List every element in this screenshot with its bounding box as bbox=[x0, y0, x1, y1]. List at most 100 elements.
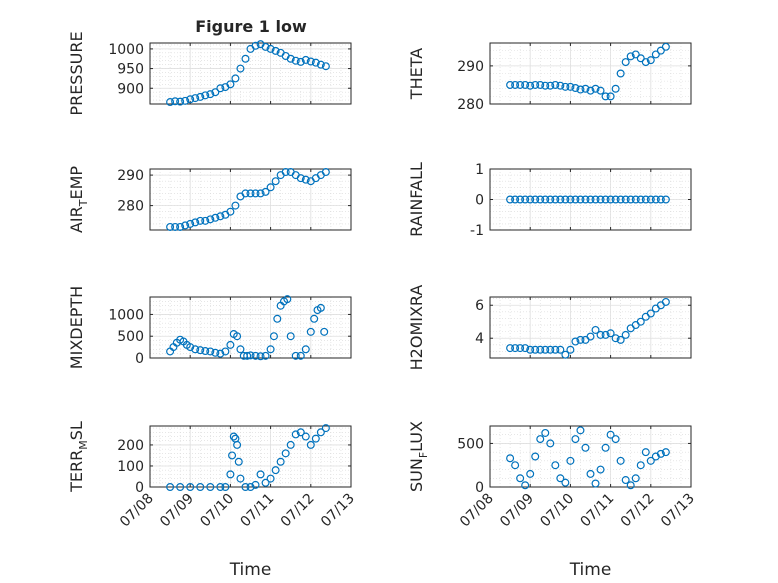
data-point bbox=[241, 54, 250, 63]
data-point bbox=[181, 221, 190, 230]
data-point bbox=[256, 352, 265, 361]
data-point bbox=[596, 465, 605, 474]
data-point bbox=[566, 456, 575, 465]
data-point bbox=[196, 92, 205, 101]
data-point bbox=[201, 216, 210, 225]
data-point bbox=[266, 44, 275, 53]
data-point bbox=[234, 457, 243, 466]
x-axis-label: Time bbox=[229, 560, 272, 580]
data-series bbox=[166, 295, 329, 361]
data-point bbox=[571, 195, 580, 204]
data-point bbox=[601, 330, 610, 339]
data-point bbox=[546, 195, 555, 204]
data-point bbox=[596, 86, 605, 95]
axes-box bbox=[489, 42, 692, 105]
data-point bbox=[320, 327, 329, 336]
data-point bbox=[636, 317, 645, 326]
subplot-4: -1 0 1 RAINFALL bbox=[407, 162, 692, 239]
data-point bbox=[243, 351, 252, 360]
data-point bbox=[296, 428, 305, 437]
data-point bbox=[311, 434, 320, 443]
data-point bbox=[536, 345, 545, 354]
data-point bbox=[516, 80, 525, 89]
data-point bbox=[531, 452, 540, 461]
data-point bbox=[296, 351, 305, 360]
data-point bbox=[551, 461, 560, 470]
data-series bbox=[506, 42, 670, 101]
data-point bbox=[641, 58, 650, 67]
data-point bbox=[536, 435, 545, 444]
data-point bbox=[586, 195, 595, 204]
data-point bbox=[226, 80, 235, 89]
data-point bbox=[561, 350, 570, 359]
data-point bbox=[206, 347, 215, 356]
data-point bbox=[616, 69, 625, 78]
data-point bbox=[556, 474, 565, 483]
data-point bbox=[516, 195, 525, 204]
data-point bbox=[506, 195, 515, 204]
axes-box bbox=[149, 425, 352, 488]
x-tick-label: 07/11 bbox=[238, 491, 278, 531]
data-point bbox=[511, 80, 520, 89]
data-point bbox=[221, 347, 230, 356]
data-point bbox=[306, 327, 315, 336]
data-point bbox=[286, 440, 295, 449]
data-point bbox=[556, 195, 565, 204]
data-point bbox=[626, 481, 635, 490]
data-point bbox=[621, 58, 630, 67]
data-point bbox=[606, 195, 615, 204]
data-point bbox=[271, 46, 280, 55]
data-point bbox=[186, 95, 195, 104]
data-point bbox=[246, 351, 255, 360]
data-point bbox=[216, 84, 225, 93]
data-point bbox=[256, 189, 265, 198]
data-point bbox=[626, 52, 635, 61]
y-tick-label: 500 bbox=[117, 329, 144, 345]
data-point bbox=[231, 201, 240, 210]
data-point bbox=[506, 454, 515, 463]
y-tick-label: 0 bbox=[475, 480, 484, 496]
data-point bbox=[176, 222, 185, 231]
data-point bbox=[561, 195, 570, 204]
data-point bbox=[541, 428, 550, 437]
subplot-6: 4 6 H2OMIXRA bbox=[407, 285, 692, 370]
data-point bbox=[236, 345, 245, 354]
x-tick-label: 07/11 bbox=[578, 491, 618, 531]
data-point bbox=[526, 345, 535, 354]
data-point bbox=[201, 347, 210, 356]
data-point bbox=[616, 335, 625, 344]
y-axis-label: PRESSURE bbox=[67, 31, 86, 115]
data-point bbox=[576, 195, 585, 204]
data-point bbox=[566, 345, 575, 354]
y-axis-label: SUNFLUX bbox=[407, 421, 430, 492]
data-point bbox=[586, 332, 595, 341]
data-point bbox=[606, 92, 615, 101]
data-point bbox=[591, 325, 600, 334]
data-point bbox=[631, 474, 640, 483]
data-point bbox=[236, 64, 245, 73]
subplot-2: 280 290 THETA bbox=[407, 42, 692, 113]
data-point bbox=[631, 195, 640, 204]
data-point bbox=[216, 483, 225, 492]
y-axis-label: TERRMSL bbox=[67, 421, 90, 493]
data-point bbox=[233, 440, 242, 449]
x-tick-label: 07/10 bbox=[537, 491, 577, 531]
data-point bbox=[581, 443, 590, 452]
x-tick-label: 07/13 bbox=[658, 491, 698, 531]
data-point bbox=[191, 94, 200, 103]
data-point bbox=[261, 351, 270, 360]
data-point bbox=[296, 57, 305, 66]
data-point bbox=[576, 85, 585, 94]
x-tick-label: 07/12 bbox=[278, 491, 318, 531]
data-point bbox=[231, 74, 240, 83]
data-point bbox=[531, 195, 540, 204]
data-point bbox=[606, 329, 615, 338]
data-point bbox=[316, 303, 325, 312]
data-series bbox=[506, 297, 670, 359]
data-point bbox=[546, 345, 555, 354]
data-point bbox=[276, 457, 285, 466]
x-axis-label: Time bbox=[569, 560, 612, 580]
data-point bbox=[241, 483, 250, 492]
data-point bbox=[186, 343, 195, 352]
